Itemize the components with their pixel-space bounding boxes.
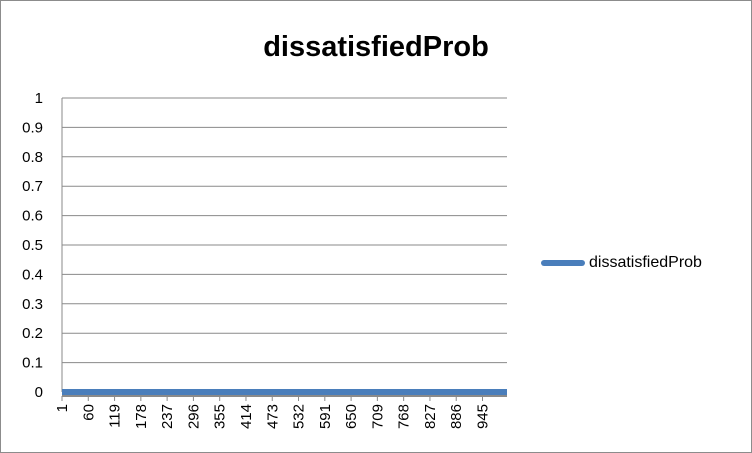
legend: dissatisfiedProb [541,253,702,273]
x-tick-label: 532 [291,404,308,429]
y-tick-label: 0.6 [22,208,43,225]
x-tick-label: 473 [264,404,281,429]
legend-swatch [541,260,585,266]
y-tick-label: 0.4 [22,266,43,283]
x-tick-label: 591 [317,404,334,429]
x-tick-label: 827 [422,404,439,429]
x-tick-label: 1 [54,404,71,412]
x-tick-label: 237 [159,404,176,429]
y-tick-label: 0.1 [22,355,43,372]
y-tick-label: 0.3 [22,296,43,313]
y-tick-label: 0.2 [22,325,43,342]
x-tick-label: 178 [133,404,150,429]
x-tick-label: 768 [396,404,413,429]
x-tick-label: 709 [369,404,386,429]
y-tick-label: 1 [35,90,43,107]
x-tick-label: 119 [107,404,124,428]
y-tick-label: 0 [35,384,43,401]
y-tick-label: 0.8 [22,149,43,166]
x-tick-label: 945 [475,404,492,429]
y-tick-label: 0.7 [22,178,43,195]
chart-title: dissatisfiedProb [263,31,489,63]
y-tick-label: 0.9 [22,119,43,136]
x-tick-label: 414 [238,404,255,429]
x-tick-label: 355 [212,404,229,429]
x-tick-label: 886 [448,404,465,429]
y-tick-label: 0.5 [22,237,43,254]
x-tick-label: 296 [185,404,202,429]
x-tick-label: 60 [80,404,97,421]
legend-label: dissatisfiedProb [589,254,702,271]
x-tick-label: 650 [343,404,360,429]
